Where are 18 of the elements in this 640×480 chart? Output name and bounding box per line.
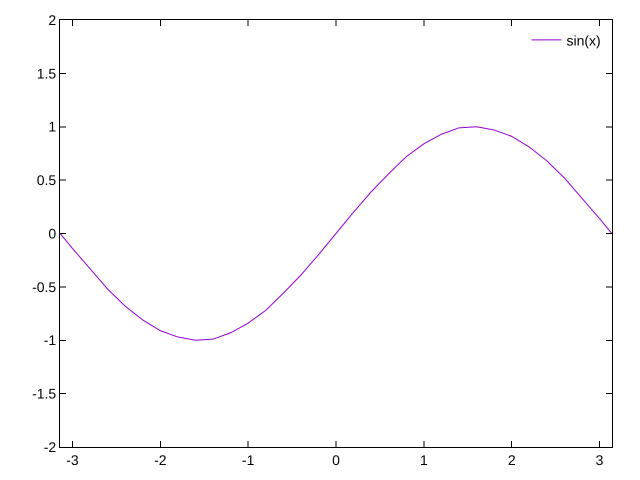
y-tick-label: -1 (44, 332, 56, 348)
y-tick-label: 0 (48, 225, 56, 242)
y-tick-label: -2 (44, 438, 56, 455)
x-tick-label: 0 (332, 452, 340, 468)
x-tick-label: 3 (596, 452, 604, 468)
line-series (60, 126, 612, 341)
legend-label: sin(x) (566, 32, 601, 48)
y-tick-label: 1.5 (36, 65, 56, 82)
y-tick-label: 1 (48, 118, 56, 135)
x-tick-label: 2 (508, 452, 516, 468)
y-tick-label: 2 (48, 12, 56, 28)
y-tick-label: -1.5 (32, 386, 56, 402)
y-tick-label: -0.5 (32, 278, 56, 295)
x-tick-label: -2 (154, 452, 167, 468)
x-tick-label: -3 (66, 452, 79, 468)
x-tick-label: 1 (420, 452, 428, 468)
x-tick-label: -1 (242, 452, 255, 468)
y-tick-label: 0.5 (36, 172, 56, 188)
